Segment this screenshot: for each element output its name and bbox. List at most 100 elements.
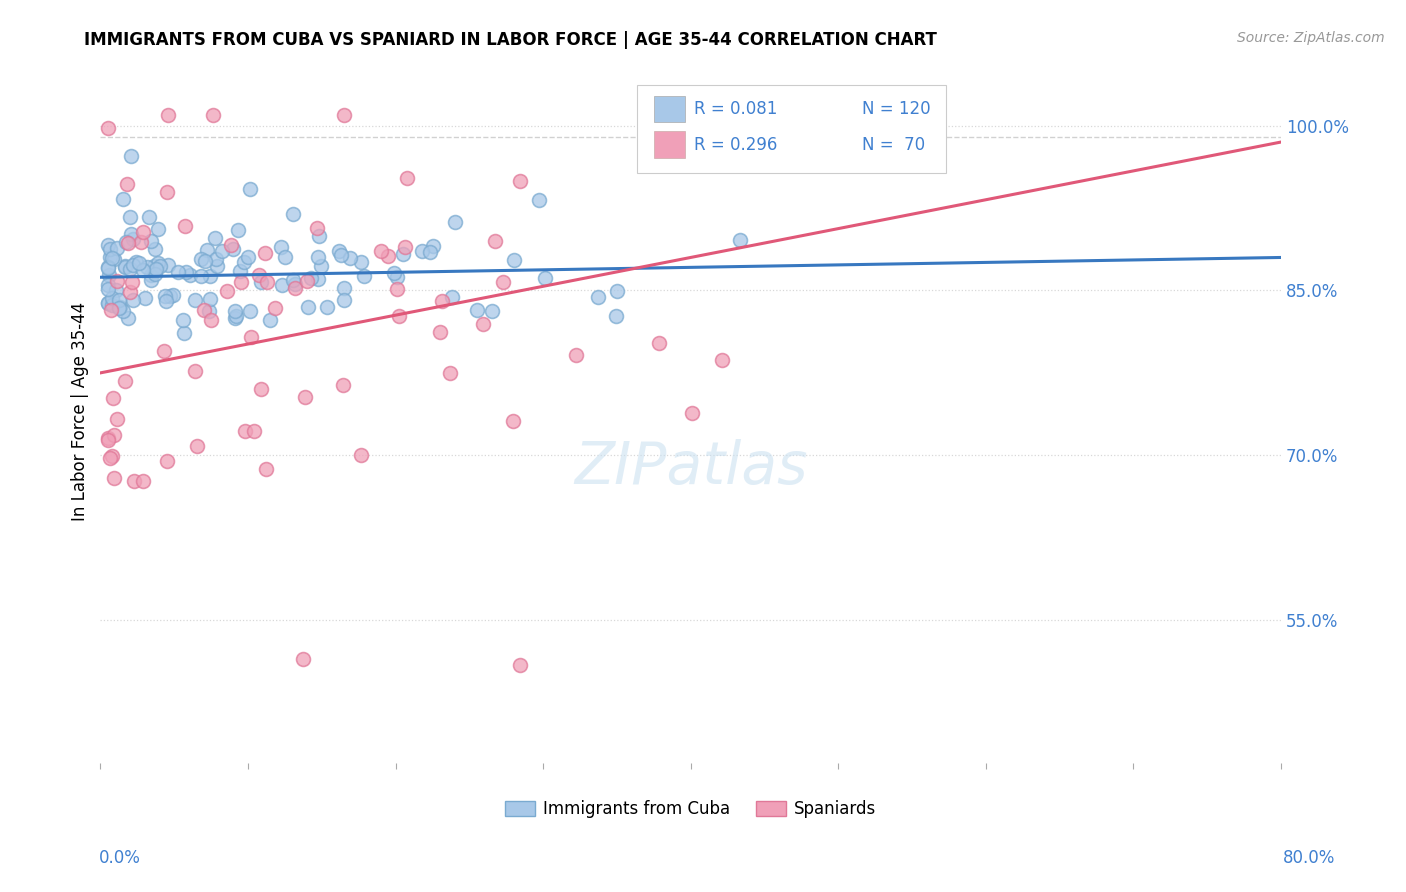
- Text: 80.0%: 80.0%: [1284, 849, 1336, 867]
- Point: [97, 238, 120, 252]
- Point: [97, 260, 120, 275]
- Point: [586, 290, 609, 304]
- Point: [394, 240, 416, 254]
- Point: [195, 243, 218, 257]
- Point: [219, 238, 242, 252]
- Point: [139, 234, 162, 248]
- Point: [190, 268, 212, 283]
- Point: [283, 273, 305, 287]
- Point: [173, 326, 195, 340]
- Point: [104, 283, 127, 297]
- Point: [132, 225, 155, 239]
- Point: [605, 309, 627, 323]
- Point: [222, 242, 245, 256]
- Point: [247, 268, 270, 282]
- Point: [309, 259, 332, 273]
- Point: [509, 174, 531, 188]
- Point: [149, 259, 172, 273]
- Point: [120, 285, 142, 299]
- Point: [728, 233, 751, 247]
- Point: [101, 298, 124, 312]
- Point: [411, 244, 433, 258]
- Point: [308, 228, 330, 243]
- Point: [533, 271, 555, 285]
- Point: [97, 296, 120, 310]
- Point: [122, 232, 145, 246]
- Point: [205, 259, 228, 273]
- Point: [281, 206, 304, 220]
- Point: [103, 391, 125, 405]
- Point: [97, 296, 120, 310]
- Point: [200, 313, 222, 327]
- Text: R = 0.296: R = 0.296: [693, 136, 778, 153]
- Point: [682, 406, 704, 420]
- Point: [250, 382, 273, 396]
- Point: [143, 264, 166, 278]
- Point: [339, 252, 361, 266]
- Point: [503, 253, 526, 268]
- Point: [238, 250, 260, 264]
- Point: [156, 186, 179, 200]
- Point: [648, 335, 671, 350]
- Point: [440, 289, 463, 303]
- Point: [120, 149, 142, 163]
- Point: [105, 274, 128, 288]
- Point: [509, 658, 531, 673]
- Point: [114, 259, 136, 273]
- Point: [98, 268, 121, 282]
- Point: [162, 287, 184, 301]
- Point: [422, 238, 444, 252]
- Point: [710, 353, 733, 368]
- Point: [136, 260, 159, 274]
- Point: [239, 182, 262, 196]
- Point: [429, 325, 451, 339]
- Point: [430, 294, 453, 309]
- Point: [141, 273, 163, 287]
- Point: [606, 285, 628, 299]
- Point: [121, 259, 143, 273]
- Point: [101, 251, 124, 265]
- Point: [329, 248, 352, 262]
- Point: [97, 282, 120, 296]
- Point: [297, 300, 319, 314]
- Text: N =  70: N = 70: [862, 136, 925, 153]
- Point: [370, 244, 392, 258]
- Point: [115, 235, 138, 250]
- Point: [484, 234, 506, 248]
- Point: [120, 262, 142, 277]
- Point: [100, 302, 122, 317]
- Legend: Immigrants from Cuba, Spaniards: Immigrants from Cuba, Spaniards: [499, 794, 883, 825]
- Point: [565, 348, 588, 362]
- Point: [307, 250, 329, 264]
- Point: [328, 244, 350, 258]
- Point: [301, 271, 323, 285]
- Point: [111, 192, 134, 206]
- Point: [138, 210, 160, 224]
- Point: [108, 301, 131, 315]
- Point: [98, 243, 121, 257]
- Point: [465, 302, 488, 317]
- Point: [333, 293, 356, 307]
- Point: [107, 293, 129, 307]
- Point: [118, 210, 141, 224]
- Text: N = 120: N = 120: [862, 100, 931, 118]
- Point: [353, 268, 375, 283]
- Point: [292, 652, 315, 666]
- Point: [100, 450, 122, 465]
- Point: [142, 259, 165, 273]
- Point: [122, 474, 145, 488]
- Point: [377, 249, 399, 263]
- Point: [198, 268, 221, 283]
- Point: [174, 264, 197, 278]
- Point: [256, 275, 278, 289]
- Point: [143, 267, 166, 281]
- Point: [97, 278, 120, 293]
- Point: [202, 107, 225, 121]
- Point: [224, 310, 246, 325]
- Point: [148, 222, 170, 236]
- Point: [332, 378, 354, 392]
- Text: ZIPatlas: ZIPatlas: [574, 439, 807, 496]
- Point: [114, 375, 136, 389]
- Point: [97, 261, 120, 276]
- Point: [156, 258, 179, 272]
